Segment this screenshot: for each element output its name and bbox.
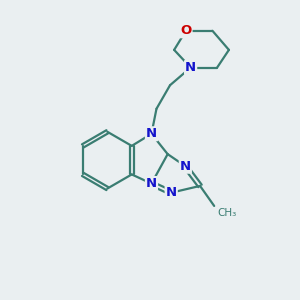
- Text: N: N: [146, 177, 157, 190]
- Text: N: N: [146, 127, 157, 140]
- Text: O: O: [180, 24, 191, 37]
- Text: N: N: [185, 61, 196, 74]
- Text: N: N: [166, 186, 177, 199]
- Text: N: N: [180, 160, 191, 173]
- Text: CH₃: CH₃: [218, 208, 237, 218]
